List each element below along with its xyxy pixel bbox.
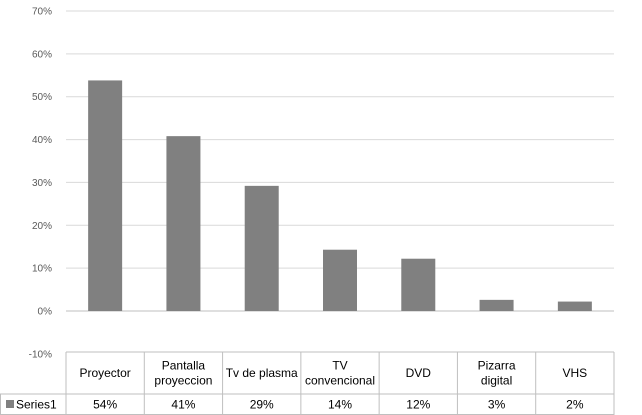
- y-tick-label: 10%: [32, 264, 52, 275]
- y-tick-label: 50%: [32, 92, 52, 103]
- y-tick-label: 40%: [32, 135, 52, 146]
- category-label: Pantalla proyeccion: [154, 359, 212, 388]
- gridlines: [66, 10, 614, 312]
- bar: [166, 136, 201, 311]
- legend-key: [6, 400, 14, 408]
- data-value-label: 12%: [406, 398, 430, 412]
- data-value-label: 29%: [250, 398, 274, 412]
- bar: [88, 80, 123, 311]
- bar: [323, 249, 357, 311]
- bar: [479, 299, 514, 311]
- bar: [244, 185, 279, 311]
- bar: [557, 301, 592, 311]
- category-label: TV convencional: [305, 359, 375, 388]
- category-label: Tv de plasma: [226, 366, 298, 380]
- data-value-label: 54%: [93, 398, 117, 412]
- category-label: Proyector: [79, 366, 130, 380]
- data-value-label: 3%: [488, 398, 506, 412]
- data-value-label: 14%: [328, 398, 352, 412]
- data-value-label: 2%: [566, 398, 584, 412]
- legend-series-name: Series1: [16, 398, 57, 412]
- y-tick-label: -10%: [29, 349, 52, 360]
- y-tick-label: 70%: [32, 7, 52, 18]
- category-label: DVD: [406, 366, 432, 380]
- y-axis: -10% 0% 10% 20% 30% 40% 50% 60% 70%: [29, 7, 52, 361]
- data-value-label: 41%: [171, 398, 195, 412]
- y-tick-label: 0%: [38, 307, 53, 318]
- category-label: VHS: [563, 366, 588, 380]
- y-tick-label: 20%: [32, 221, 52, 232]
- bars: [88, 80, 592, 311]
- bar: [401, 258, 436, 311]
- data-table: Proyector Pantalla proyeccion Tv de plasma T…: [0, 351, 615, 415]
- category-label: Pizarra digital: [478, 359, 516, 388]
- y-tick-label: 60%: [32, 49, 52, 60]
- y-tick-label: 30%: [32, 178, 52, 189]
